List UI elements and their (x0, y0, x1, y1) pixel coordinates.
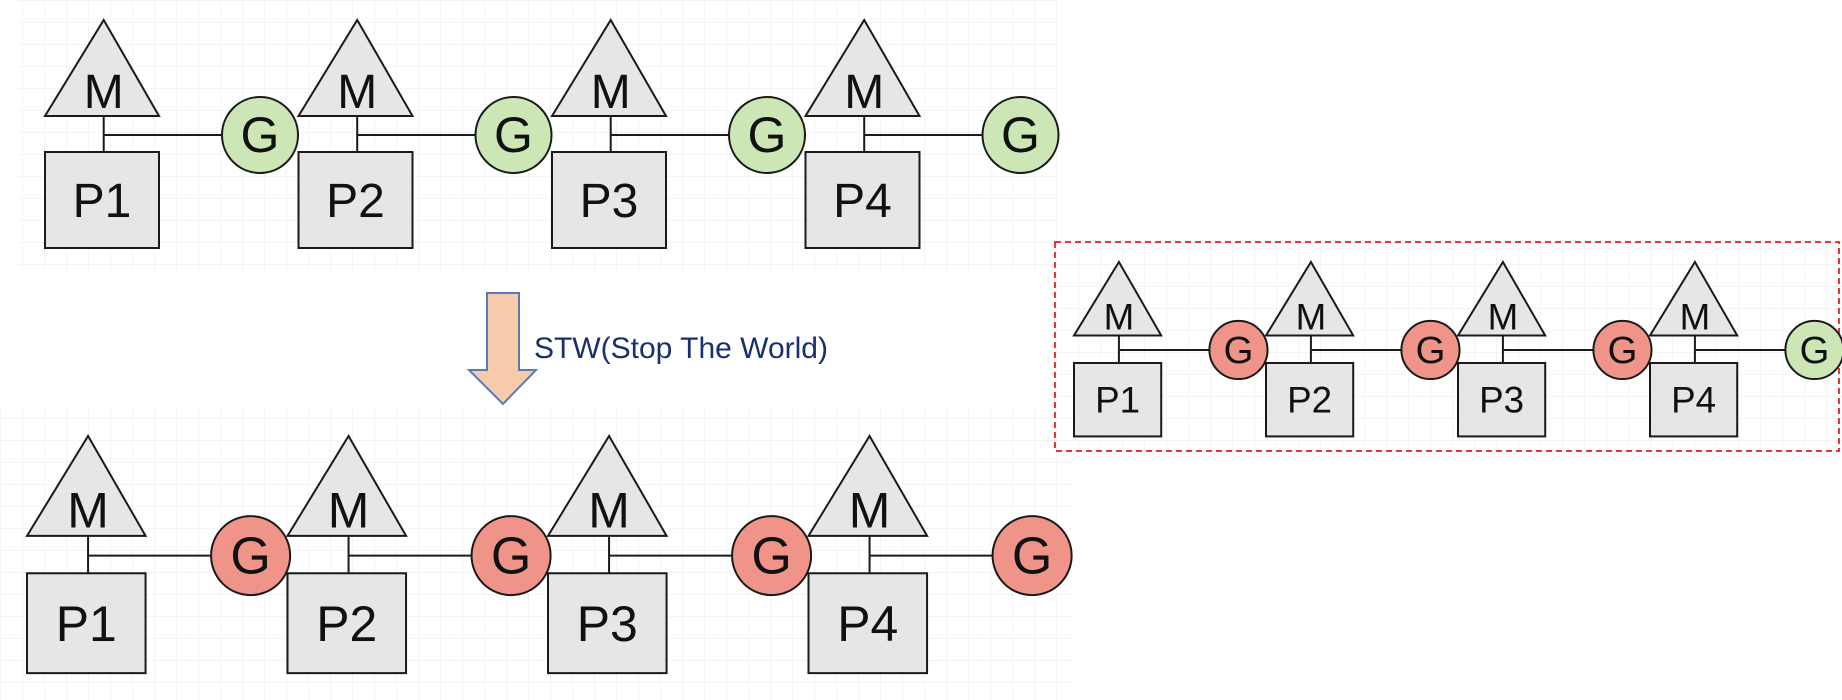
machine-label: M (844, 66, 884, 119)
processor-box (1649, 361, 1739, 438)
machine-triangle (1648, 260, 1739, 337)
gmp-unit-p2: M P2 G (296, 18, 553, 249)
machine-triangle (546, 434, 669, 537)
processor-box (297, 151, 414, 249)
machine-triangle (550, 18, 668, 117)
goroutine-circle-green (1784, 319, 1842, 381)
machine-label: M (1680, 296, 1711, 337)
gmp-unit-p1: M P1 G (1072, 260, 1269, 438)
machine-label: M (1104, 296, 1135, 337)
goroutine-label: G (748, 107, 787, 163)
goroutine-circle-red (1208, 319, 1269, 381)
goroutine-circle-red (470, 515, 552, 597)
machine-label: M (67, 483, 109, 539)
processor-box (551, 151, 667, 249)
goroutine-circle-red (991, 515, 1073, 597)
gmp-unit-p2: M P2 G (1264, 260, 1461, 438)
stw-label: STW(Stop The World) (534, 332, 828, 365)
processor-label: P3 (580, 175, 639, 228)
goroutine-label: G (1608, 329, 1638, 372)
goroutine-circle-red (731, 515, 813, 597)
machine-label: M (337, 66, 377, 119)
machine-label: M (591, 66, 631, 119)
goroutine-circle-green (981, 96, 1060, 174)
goroutine-circle-red (1592, 319, 1653, 381)
gmp-unit-p1: M P1 G (43, 18, 299, 249)
machine-label: M (328, 483, 370, 539)
machine-label: M (84, 66, 124, 119)
machine-triangle (803, 18, 922, 117)
processor-label: P3 (1479, 380, 1524, 421)
machine-triangle (806, 434, 929, 537)
goroutine-circle-green (474, 96, 553, 174)
machine-label: M (1488, 296, 1519, 337)
stw-arrow: STW(Stop The World) (466, 292, 828, 406)
processor-label: P4 (1671, 380, 1716, 421)
processor-label: P2 (326, 175, 385, 228)
processor-box (547, 572, 668, 675)
down-arrow-icon (466, 292, 539, 406)
gmp-unit-p4: M P4 G (1648, 260, 1842, 438)
goroutine-label: G (1800, 329, 1830, 372)
machine-label: M (849, 483, 891, 539)
processor-box (1457, 361, 1547, 438)
processor-label: P1 (56, 596, 117, 652)
processor-box (804, 151, 921, 249)
machine-triangle (1072, 260, 1163, 337)
goroutine-label: G (230, 527, 270, 585)
gmp-unit-p2: M P2 G (285, 434, 552, 675)
machine-triangle (285, 434, 408, 537)
goroutine-label: G (491, 527, 531, 585)
processor-label: P4 (833, 175, 892, 228)
highlight-border (1054, 241, 1840, 452)
goroutine-circle-green (221, 96, 299, 174)
machine-triangle (1264, 260, 1355, 337)
goroutine-circle-green (728, 96, 806, 174)
processor-label: P2 (316, 596, 377, 652)
machine-label: M (588, 483, 630, 539)
machine-triangle (296, 18, 415, 117)
goroutine-label: G (1001, 107, 1040, 163)
processor-label: P4 (837, 596, 898, 652)
processor-box (286, 572, 408, 675)
goroutine-label: G (494, 107, 533, 163)
machine-triangle (1456, 260, 1547, 337)
goroutine-label: G (1224, 329, 1254, 372)
gmp-unit-p3: M P3 G (546, 434, 813, 675)
processor-box (26, 572, 147, 675)
goroutine-circle-red (210, 515, 292, 597)
machine-triangle (43, 18, 161, 117)
top-row: M P1 G M P2 G M P3 G M P4 G (43, 18, 1060, 249)
goroutine-label: G (1012, 527, 1052, 585)
gmp-unit-p4: M P4 G (803, 18, 1060, 249)
goroutine-label: G (241, 107, 280, 163)
processor-box (1073, 361, 1163, 438)
processor-label: P2 (1287, 380, 1332, 421)
goroutine-label: G (751, 527, 791, 585)
processor-box (1265, 361, 1355, 438)
highlight-row: M P1 G M P2 G M P3 G M P4 G (1072, 260, 1842, 438)
processor-label: P3 (577, 596, 638, 652)
goroutine-circle-red (1400, 319, 1461, 381)
processor-box (44, 151, 160, 249)
gmp-unit-p1: M P1 G (25, 434, 292, 675)
bottom-row: M P1 G M P2 G M P3 G M P4 G (25, 434, 1073, 675)
processor-label: P1 (1095, 380, 1140, 421)
processor-label: P1 (73, 175, 132, 228)
gmp-unit-p3: M P3 G (1456, 260, 1653, 438)
machine-label: M (1296, 296, 1327, 337)
goroutine-label: G (1416, 329, 1446, 372)
gmp-unit-p4: M P4 G (806, 434, 1073, 675)
gmp-unit-p3: M P3 G (550, 18, 806, 249)
processor-box (807, 572, 929, 675)
machine-triangle (25, 434, 148, 537)
